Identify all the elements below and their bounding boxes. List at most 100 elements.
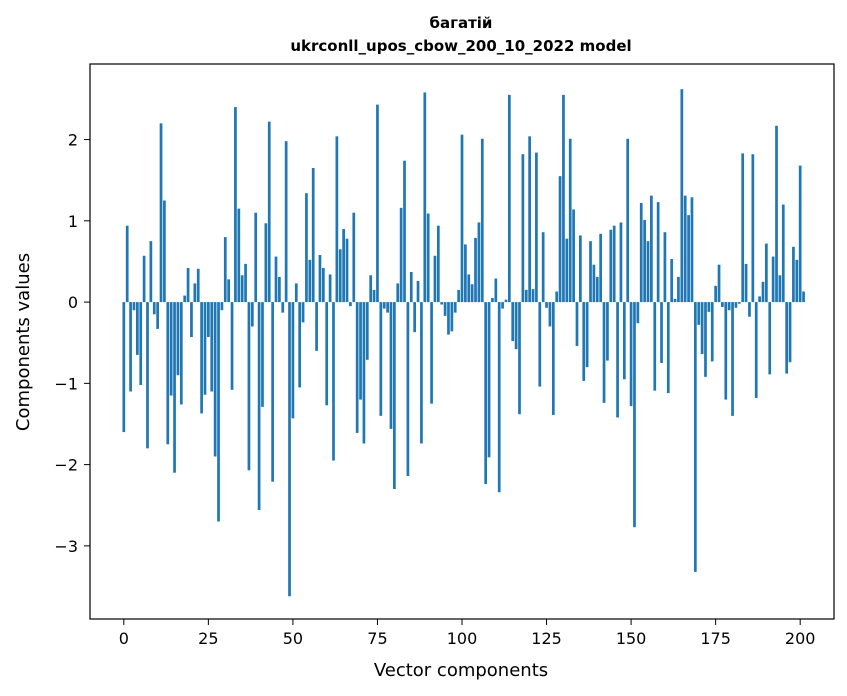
bar [142, 255, 146, 303]
bar [234, 107, 237, 303]
bar [163, 200, 166, 303]
bar [335, 136, 339, 303]
bar [683, 195, 687, 303]
bar [609, 229, 613, 303]
bar [531, 289, 535, 303]
bar [321, 267, 325, 303]
bar [183, 295, 187, 303]
x-tick-label: 25 [198, 629, 218, 648]
bar [768, 302, 772, 375]
bar [179, 302, 183, 405]
bar [538, 302, 542, 387]
bar [301, 302, 305, 323]
chart-title-line2: ukrconll_upos_cbow_200_10_2022 model [290, 37, 631, 55]
bar [122, 302, 126, 433]
bar [666, 302, 670, 394]
bar [673, 298, 677, 303]
bar [758, 296, 761, 303]
bar [382, 302, 386, 309]
bar [436, 225, 440, 303]
plot-frame [89, 63, 835, 620]
bar [308, 259, 312, 303]
bar [568, 138, 572, 303]
bar [518, 302, 521, 415]
x-tick-label: 0 [119, 629, 129, 648]
bar [606, 302, 609, 361]
x-tick-label: 150 [616, 629, 647, 648]
bar [788, 302, 792, 363]
bar [173, 302, 176, 473]
bar [521, 154, 525, 303]
bar [223, 237, 227, 303]
bar [680, 89, 684, 303]
bar [146, 302, 149, 449]
bar [721, 302, 724, 307]
bar [795, 259, 799, 303]
x-tick-label: 125 [531, 629, 562, 648]
x-tick-label: 200 [785, 629, 816, 648]
bar [484, 302, 488, 485]
bar [447, 302, 450, 335]
y-tick-label: 2 [68, 131, 78, 150]
bar [643, 220, 646, 303]
bar [464, 244, 467, 303]
bar [291, 302, 295, 419]
bar [355, 302, 359, 433]
bar-series [122, 89, 805, 597]
bar [193, 283, 197, 303]
bar [453, 302, 457, 313]
bar [250, 302, 254, 327]
bar [342, 228, 345, 303]
bar [602, 302, 606, 403]
bar [592, 264, 596, 303]
bar [771, 256, 775, 303]
bar [724, 302, 728, 400]
bar [802, 291, 805, 303]
bar [558, 176, 562, 303]
bar [281, 302, 285, 313]
bar [267, 121, 271, 303]
bar [775, 125, 778, 303]
bar [646, 241, 650, 303]
x-tick-label: 75 [367, 629, 387, 648]
bar [565, 238, 569, 303]
bar [535, 152, 538, 303]
y-tick-label: 0 [68, 293, 78, 312]
y-tick-label: 1 [68, 212, 78, 231]
bar [700, 302, 704, 355]
bar [220, 302, 224, 311]
bar [213, 302, 217, 457]
bar [677, 276, 680, 303]
bar [731, 302, 734, 416]
bar [626, 138, 630, 303]
bar [704, 302, 707, 377]
bar [132, 302, 136, 311]
bar [687, 215, 690, 303]
bar [660, 302, 663, 364]
chart-title-line1: багатій [430, 14, 493, 32]
bar [159, 123, 163, 303]
bar [284, 141, 288, 303]
bar [298, 302, 302, 388]
bar [541, 232, 545, 303]
bar [487, 302, 491, 458]
bar [393, 302, 396, 489]
bar [176, 302, 180, 376]
bar [311, 168, 315, 303]
bar [585, 302, 589, 368]
bar [579, 235, 582, 303]
bar [376, 104, 379, 303]
bar [227, 279, 231, 303]
bar [622, 302, 626, 380]
bar [514, 302, 518, 350]
bar [125, 225, 129, 303]
bar [653, 302, 657, 391]
bar [365, 302, 369, 360]
bar [156, 302, 159, 329]
bar [575, 302, 579, 346]
bar [737, 302, 741, 304]
bar [710, 302, 714, 362]
bar [129, 302, 132, 392]
bar [135, 302, 139, 355]
